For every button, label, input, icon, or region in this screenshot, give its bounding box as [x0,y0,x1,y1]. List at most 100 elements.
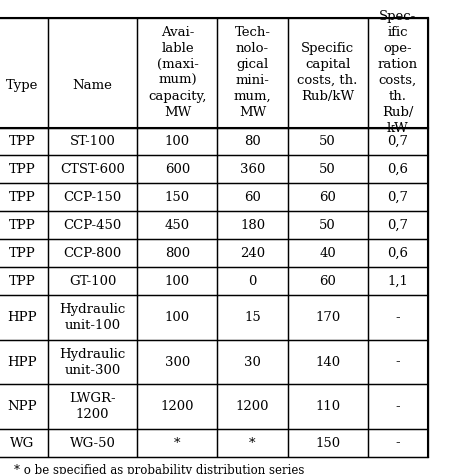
Bar [137,239,218,267]
Text: *: * [174,437,181,449]
Text: Specific
capital
costs, th.
Rub/kW: Specific capital costs, th. Rub/kW [298,42,358,103]
Bar [218,155,288,183]
Bar [137,384,218,429]
Text: -: - [396,311,400,324]
Bar [137,295,218,340]
Text: -: - [396,400,400,413]
Bar [137,429,218,457]
Text: Name: Name [73,79,112,92]
Text: * o be specified as probability distribution series: * o be specified as probability distribu… [14,464,304,474]
Bar [218,183,288,211]
Text: 100: 100 [165,135,190,148]
Text: NPP: NPP [8,400,37,413]
Text: 240: 240 [240,246,265,260]
Text: 100: 100 [165,274,190,288]
Bar [48,128,137,155]
Text: 30: 30 [244,356,261,369]
Bar [0,295,48,340]
Text: LWGR-
1200: LWGR- 1200 [69,392,116,421]
Bar [48,211,137,239]
Bar [288,340,368,384]
Bar [368,295,428,340]
Text: TPP: TPP [9,135,36,148]
Bar [218,18,288,128]
Bar [368,155,428,183]
Text: Spec-
ific
ope-
ration
costs,
th.
Rub/
kW: Spec- ific ope- ration costs, th. Rub/ k… [378,10,418,135]
Bar [137,128,218,155]
Text: ST-100: ST-100 [70,135,116,148]
Text: CTST-600: CTST-600 [60,163,125,176]
Text: 1200: 1200 [236,400,269,413]
Bar [48,155,137,183]
Text: 300: 300 [165,356,190,369]
Bar [48,18,137,128]
Text: Hydraulic
unit-300: Hydraulic unit-300 [59,347,126,377]
Bar [48,295,137,340]
Bar [0,128,48,155]
Text: Avai-
lable
(maxi-
mum)
capacity,
MW: Avai- lable (maxi- mum) capacity, MW [148,26,207,119]
Text: TPP: TPP [9,246,36,260]
Bar [137,18,218,128]
Text: 1,1: 1,1 [387,274,408,288]
Text: CCP-800: CCP-800 [64,246,122,260]
Text: WG-50: WG-50 [70,437,116,449]
Text: 360: 360 [240,163,265,176]
Bar [137,155,218,183]
Text: TPP: TPP [9,191,36,204]
Bar [0,183,48,211]
Bar [0,384,48,429]
Bar [218,239,288,267]
Text: TPP: TPP [9,219,36,232]
Text: 0,7: 0,7 [387,191,409,204]
Bar [288,183,368,211]
Text: -: - [396,356,400,369]
Text: Tech-
nolo-
gical
mini-
mum,
MW: Tech- nolo- gical mini- mum, MW [234,26,272,119]
Text: 80: 80 [244,135,261,148]
Bar [0,239,48,267]
Bar [288,128,368,155]
Text: 60: 60 [244,191,261,204]
Text: 1200: 1200 [161,400,194,413]
Text: TPP: TPP [9,274,36,288]
Text: 150: 150 [165,191,190,204]
Bar [368,183,428,211]
Bar [218,384,288,429]
Text: 60: 60 [319,191,336,204]
Bar [218,429,288,457]
Bar [218,267,288,295]
Bar [288,384,368,429]
Bar [368,211,428,239]
Text: 0,7: 0,7 [387,135,409,148]
Bar [218,211,288,239]
Text: 100: 100 [165,311,190,324]
Text: -: - [396,437,400,449]
Text: 15: 15 [244,311,261,324]
Text: WG: WG [10,437,35,449]
Bar [137,340,218,384]
Bar [48,429,137,457]
Bar [288,211,368,239]
Text: 800: 800 [165,246,190,260]
Bar [137,183,218,211]
Text: 60: 60 [319,274,336,288]
Bar [48,384,137,429]
Text: CCP-450: CCP-450 [64,219,122,232]
Bar [0,340,48,384]
Bar [218,128,288,155]
Text: 40: 40 [319,246,336,260]
Bar [288,239,368,267]
Text: 50: 50 [319,163,336,176]
Bar [218,340,288,384]
Bar [288,429,368,457]
Bar [0,18,48,128]
Text: 50: 50 [319,219,336,232]
Text: 140: 140 [315,356,340,369]
Bar [368,239,428,267]
Bar [137,267,218,295]
Bar [0,267,48,295]
Text: 170: 170 [315,311,340,324]
Text: 0,6: 0,6 [387,246,409,260]
Text: Type: Type [6,79,38,92]
Text: 150: 150 [315,437,340,449]
Bar [48,239,137,267]
